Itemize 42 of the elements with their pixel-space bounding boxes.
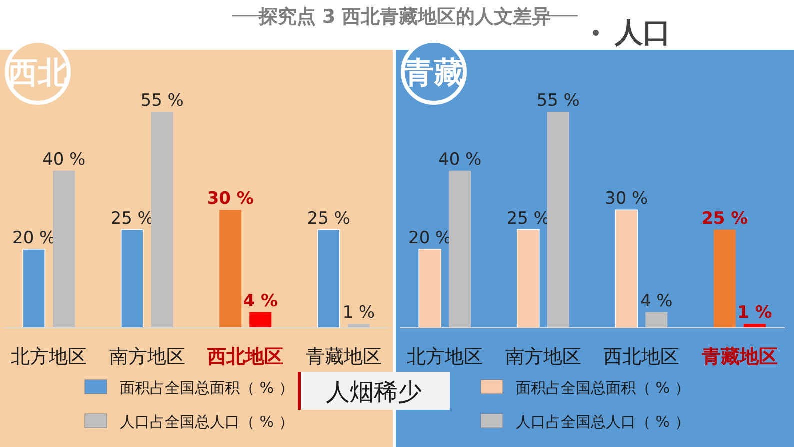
x-tick-label: 南方地区 — [109, 346, 186, 368]
bar — [53, 170, 76, 328]
bar — [250, 312, 272, 328]
legend-label: 人口占全国总人口（ % ） — [120, 413, 294, 431]
x-tick-label: 北方地区 — [407, 346, 484, 368]
x-tick-label: 北方地区 — [11, 346, 88, 368]
bar — [22, 249, 46, 328]
chart-title: 青藏 — [403, 56, 464, 91]
data-label: 25 % — [307, 208, 350, 229]
bar — [516, 229, 540, 328]
data-label: 55 % — [536, 91, 580, 111]
bar — [151, 112, 174, 328]
data-label: 30 % — [605, 189, 648, 210]
bar — [615, 210, 638, 328]
bar — [449, 170, 472, 328]
data-label: 1 % — [737, 303, 772, 324]
bar — [714, 230, 736, 328]
data-label: 40 % — [42, 150, 86, 170]
bar — [220, 210, 242, 328]
x-tick-label: 青藏地区 — [700, 346, 778, 368]
data-label: 4 % — [243, 291, 278, 312]
legend-label: 面积占全国总面积（ % ） — [516, 379, 690, 397]
data-label: 30 % — [207, 189, 254, 210]
legend-label: 人口占全国总人口（ % ） — [516, 413, 690, 431]
data-label: 40 % — [438, 150, 482, 170]
text: 探究点 3 西北青藏地区的人文差异 — [258, 6, 552, 28]
x-tick-label: 西北地区 — [206, 346, 284, 368]
bar — [120, 229, 144, 328]
bar — [646, 312, 668, 328]
x-tick-label: 南方地区 — [505, 346, 582, 368]
text: 人烟稀少 — [326, 378, 422, 406]
x-tick-label: 西北地区 — [604, 346, 680, 368]
text: 人口 — [614, 16, 671, 49]
bar — [418, 249, 442, 328]
data-label: 4 % — [640, 291, 673, 312]
bar — [317, 229, 340, 328]
data-label: 25 % — [702, 208, 748, 229]
legend-label: 面积占全国总面积（ % ） — [120, 379, 294, 397]
data-label: 55 % — [140, 91, 184, 111]
bar — [547, 112, 570, 328]
data-label: 1 % — [342, 303, 376, 324]
x-tick-label: 青藏地区 — [306, 346, 382, 368]
